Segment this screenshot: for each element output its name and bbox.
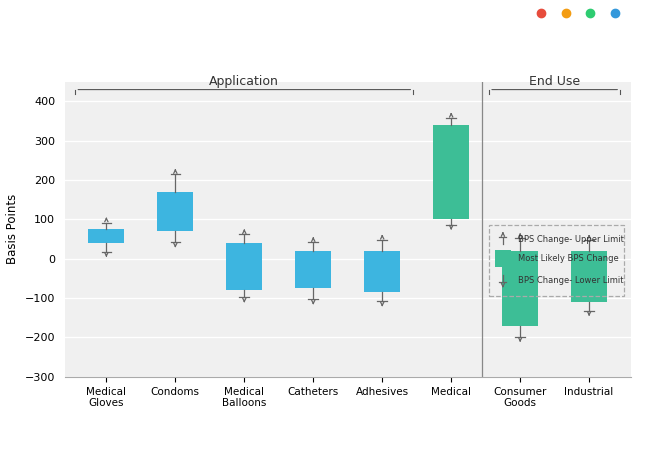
Text: Future Market Insights: Future Market Insights (519, 59, 605, 69)
Bar (364, 251, 400, 292)
Text: Application: Application (209, 74, 280, 88)
Text: Rubber Latex Market, 2021-2031: Rubber Latex Market, 2021-2031 (10, 48, 227, 61)
Text: End Use: End Use (529, 74, 580, 88)
Text: BPS Change- Lower Limit: BPS Change- Lower Limit (518, 276, 623, 285)
Bar (495, 250, 510, 267)
Y-axis label: Basis Points: Basis Points (6, 194, 20, 264)
Text: Most Likely BPS Change: Most Likely BPS Change (518, 254, 619, 263)
Bar (88, 229, 124, 243)
Text: BPS Change- Upper Limit: BPS Change- Upper Limit (518, 235, 624, 244)
Text: Projected BPS Change in Market Share for Key Segments in Global Isoprene: Projected BPS Change in Market Share for… (10, 19, 514, 32)
Text: Note: Market shares are not depicted as per the actual scale and are only for il: Note: Market shares are not depicted as … (208, 437, 606, 446)
Bar (571, 251, 607, 302)
Bar (295, 251, 332, 288)
Text: Source: Future Market Insights: Source: Future Market Insights (6, 437, 151, 446)
Text: fmi: fmi (540, 26, 585, 50)
Bar (226, 243, 262, 290)
Bar (434, 125, 469, 219)
Bar (502, 251, 538, 326)
Bar (157, 192, 193, 231)
